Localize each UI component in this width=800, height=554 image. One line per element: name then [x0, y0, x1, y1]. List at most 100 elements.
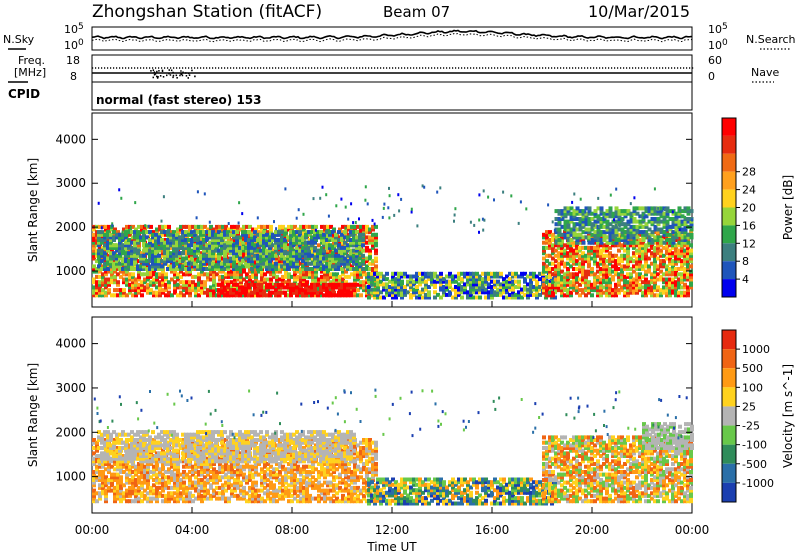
- power-cell: [226, 264, 230, 269]
- power-cell: [257, 269, 261, 274]
- power-cell: [638, 267, 642, 271]
- power-cell: [131, 274, 135, 279]
- power-cell: [535, 279, 539, 284]
- power-cell: [344, 280, 348, 285]
- power-cell: [271, 290, 275, 295]
- power-cell: [199, 243, 203, 248]
- power-cell: [400, 274, 404, 279]
- power-cell: [328, 282, 332, 287]
- power-sparse-cell: [196, 190, 199, 194]
- power-cell: [226, 235, 230, 240]
- power-cell: [145, 267, 149, 271]
- power-cell: [535, 295, 539, 300]
- power-cell: [107, 280, 111, 285]
- power-cell: [602, 272, 606, 277]
- power-cell: [95, 280, 99, 285]
- power-cell: [148, 230, 152, 235]
- power-cell: [179, 293, 183, 298]
- power-cell: [644, 269, 648, 274]
- power-cell: [551, 251, 555, 256]
- power-cell: [638, 224, 643, 229]
- power-cell: [493, 279, 497, 284]
- freq-tick-high: 18: [66, 54, 80, 67]
- power-sparse-cell: [473, 223, 476, 227]
- power-cell: [611, 211, 616, 216]
- power-cell: [632, 253, 636, 258]
- power-cell: [148, 240, 152, 245]
- power-sparse-cell: [482, 228, 485, 232]
- power-cell: [554, 288, 558, 293]
- power-cell: [557, 285, 561, 290]
- power-cell: [683, 217, 688, 221]
- power-cell: [247, 245, 251, 250]
- power-cell: [160, 230, 164, 235]
- power-cell: [253, 253, 257, 258]
- power-cell: [332, 280, 336, 285]
- power-cell: [557, 230, 562, 235]
- power-cell: [560, 285, 564, 290]
- power-cell: [244, 238, 248, 242]
- power-cell: [563, 227, 568, 232]
- power-cell: [659, 253, 663, 258]
- power-cell: [578, 240, 582, 245]
- power-cell: [220, 285, 224, 290]
- power-cell: [340, 253, 344, 258]
- power-cell: [220, 245, 224, 250]
- power-cell: [475, 279, 479, 284]
- velocity-cell: [119, 483, 123, 488]
- power-cell: [140, 282, 144, 287]
- power-cell: [566, 251, 570, 256]
- power-sparse-cell: [393, 213, 396, 217]
- power-cell: [632, 280, 636, 285]
- power-cell: [677, 253, 681, 258]
- power-cell: [230, 285, 234, 290]
- power-cell: [287, 274, 291, 279]
- power-cell: [632, 230, 637, 235]
- power-cell: [427, 295, 431, 300]
- power-cell: [194, 274, 198, 279]
- power-cell: [187, 261, 191, 266]
- power-cell: [599, 224, 604, 229]
- velocity-cell: [98, 472, 102, 477]
- power-cell: [605, 253, 609, 258]
- power-cell: [400, 287, 404, 292]
- power-cell: [578, 224, 583, 229]
- power-cell: [427, 285, 431, 289]
- power-cell: [247, 264, 251, 269]
- power-cell: [394, 287, 398, 292]
- power-cell: [289, 232, 293, 237]
- velocity-cell: [104, 462, 108, 466]
- power-cell: [185, 288, 189, 293]
- power-cell: [647, 264, 651, 269]
- power-cell: [130, 264, 134, 269]
- power-cell: [245, 280, 249, 285]
- power-cell: [671, 224, 676, 229]
- power-cell: [617, 280, 621, 285]
- velocity-cell: [116, 493, 120, 498]
- power-cell: [403, 271, 407, 276]
- power-cell: [304, 235, 308, 240]
- power-cell: [101, 282, 105, 287]
- power-cell: [169, 256, 173, 261]
- power-cell: [115, 248, 119, 253]
- power-cell: [674, 224, 679, 229]
- power-cell: [205, 235, 209, 240]
- power-cell: [674, 267, 678, 271]
- power-sparse-cell: [120, 196, 123, 200]
- power-cell: [224, 224, 228, 229]
- power-cell: [617, 261, 621, 266]
- power-cell: [254, 240, 258, 245]
- power-cell: [100, 240, 104, 245]
- power-cell: [167, 290, 171, 295]
- power-cell: [277, 282, 281, 287]
- power-cell: [632, 290, 636, 295]
- power-cell: [575, 267, 579, 271]
- power-cell: [274, 230, 278, 235]
- power-cell: [128, 274, 132, 279]
- power-cell: [656, 222, 661, 227]
- velocity-cell: [101, 485, 105, 490]
- power-cell: [356, 224, 360, 229]
- power-cell: [167, 280, 171, 285]
- power-cell: [671, 272, 675, 277]
- power-cell: [511, 285, 515, 289]
